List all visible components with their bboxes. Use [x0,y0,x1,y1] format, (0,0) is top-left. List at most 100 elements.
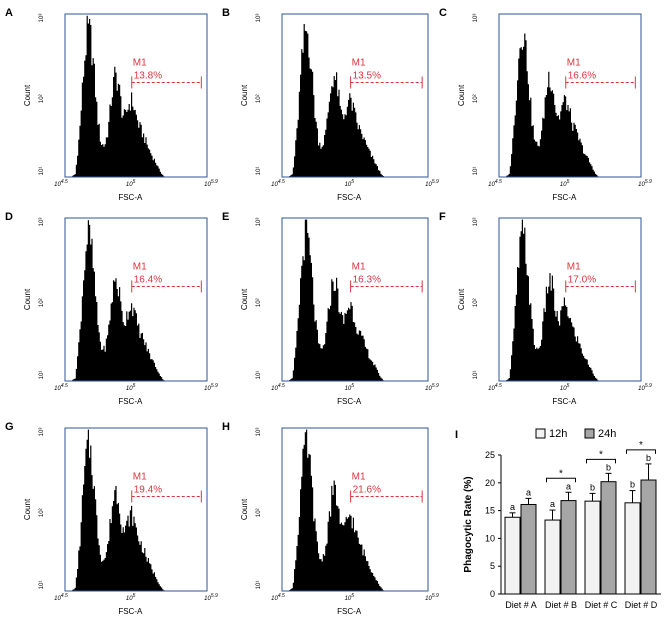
y-tick-label: 10¹ [39,167,45,176]
gate-marker-label: M1 [133,261,147,272]
y-tick-label: 0 [490,589,495,599]
histogram-panel-g: G Count 10³ 10² 10¹ 104.5 105 105.9 FSC-A M1 19.4% [5,421,218,616]
y-tick-label: 15 [485,506,495,516]
histogram-bars [71,429,165,591]
bar-12h-1 [504,516,521,595]
gate-percent: 13.5% [353,70,381,81]
x-tick-label: 104.5 [488,179,502,188]
significance-letter: a [566,481,571,491]
x-axis-label: FSC-A [552,397,577,406]
y-axis-label: Count [240,498,249,520]
gate-marker-label: M1 [352,261,366,272]
significance-letter: a [526,487,531,497]
plot-frame [64,217,208,382]
x-tick-label: 105 [345,179,355,188]
x-axis-label: FSC-A [337,397,362,406]
histogram-panel-b: B Count 10³ 10² 10¹ 104.5 105 105.9 FSC-A M1 13.5% [222,7,439,202]
histogram-bars [288,219,384,381]
y-tick-label: 5 [490,561,495,571]
x-tick-label: 104.5 [54,593,68,602]
y-tick-label: 10¹ [256,371,262,380]
y-axis-label: Count [457,84,466,106]
y-tick-label: 10² [256,94,262,103]
y-tick-label: 10³ [473,14,479,23]
significance-star: * [639,440,643,451]
x-tick-label: 105 [345,593,355,602]
x-tick-label: Diet # A [505,600,537,610]
x-axis-label: FSC-A [552,193,577,202]
y-tick-label: 10³ [256,218,262,227]
bar-24h-2 [560,500,577,595]
gate-percent: 19.4% [134,484,162,495]
significance-bracket [626,449,656,454]
y-tick-label: 25 [485,450,495,460]
x-tick-label: 104.5 [271,383,285,392]
gate-percent: 13.8% [134,70,162,81]
gate-marker-label: M1 [352,57,366,68]
gate-marker-label: M1 [567,57,581,68]
x-axis-label: FSC-A [118,193,143,202]
histogram-panel-d: D Count 10³ 10² 10¹ 104.5 105 105.9 FSC-A M1 16.4% [5,211,218,406]
x-tick-label: 105 [126,179,136,188]
y-axis-label: Count [240,288,249,310]
x-tick-label: 105.9 [425,383,439,392]
x-tick-label: 105 [126,593,136,602]
x-tick-label: 105.9 [204,383,218,392]
y-tick-label: 10² [39,94,45,103]
bar-chart-panel: I 0 5 10 15 20 25 Phagocytic Rate (%) a a Diet # A… [455,428,661,610]
x-tick-label: Diet # B [545,600,577,610]
histogram-panel-e: E Count 10³ 10² 10¹ 104.5 105 105.9 FSC-A M1 16.3% [222,211,439,406]
y-tick-label: 10² [473,298,479,307]
x-tick-label: 104.5 [54,383,68,392]
legend-label: 12h [549,428,567,440]
y-tick-label: 10² [256,508,262,517]
panel-letter: F [439,211,446,223]
y-axis-label: Count [23,84,32,106]
y-tick-label: 10³ [256,428,262,437]
x-tick-label: 105 [345,383,355,392]
gate-percent: 21.6% [353,484,381,495]
histogram-bars [505,33,599,177]
gate-marker-label: M1 [133,57,147,68]
gate-marker-label: M1 [352,471,366,482]
significance-letter: b [590,482,595,492]
plot-frame [281,427,429,592]
x-tick-label: 104.5 [54,179,68,188]
x-tick-label: 105.9 [425,593,439,602]
x-tick-label: 104.5 [271,179,285,188]
y-tick-label: 10 [485,533,495,543]
gate-marker-label: M1 [567,261,581,272]
histogram-bars [505,219,599,381]
y-tick-label: 10² [256,298,262,307]
y-tick-label: 10³ [473,218,479,227]
gate-percent: 16.4% [134,274,162,285]
significance-letter: b [630,480,635,490]
y-tick-label: 10³ [39,14,45,23]
bar-24h-1 [520,503,537,595]
y-axis-label: Count [23,288,32,310]
histogram-panel-c: C Count 10³ 10² 10¹ 104.5 105 105.9 FSC-A M1 16.6% [439,7,652,202]
bar-24h-4 [640,479,657,595]
histogram-bars [288,24,384,177]
x-tick-label: 105.9 [204,179,218,188]
legend-swatch-24h [584,428,595,439]
y-tick-label: 10¹ [39,581,45,590]
histogram-panel-f: F Count 10³ 10² 10¹ 104.5 105 105.9 FSC-A M1 17.0% [439,211,652,406]
histogram-bars [71,220,165,381]
legend: 12h 24h [535,428,616,440]
legend-swatch-12h [535,428,546,439]
bar-12h-3 [584,500,601,595]
x-tick-label: 105.9 [204,593,218,602]
gate-marker-label: M1 [133,471,147,482]
significance-bracket [546,477,576,483]
gate-percent: 17.0% [568,274,596,285]
x-tick-label: 105.9 [638,179,652,188]
significance-letter: b [606,462,611,472]
bar-12h-4 [624,502,641,595]
plot-frame [498,217,642,382]
significance-letter: b [646,453,651,463]
panel-letter: H [222,421,230,433]
significance-star: * [559,468,563,479]
y-tick-label: 10³ [256,14,262,23]
y-axis-label: Count [457,288,466,310]
